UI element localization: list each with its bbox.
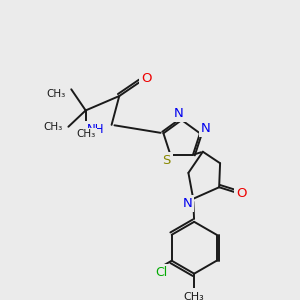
Text: Cl: Cl bbox=[155, 266, 168, 279]
Text: CH₃: CH₃ bbox=[184, 292, 205, 300]
Text: N: N bbox=[201, 122, 211, 135]
Text: O: O bbox=[236, 188, 247, 200]
Text: S: S bbox=[162, 154, 171, 167]
Text: CH₃: CH₃ bbox=[76, 129, 95, 140]
Text: NH: NH bbox=[86, 123, 104, 136]
Text: O: O bbox=[141, 72, 152, 85]
Text: CH₃: CH₃ bbox=[44, 122, 63, 132]
Text: N: N bbox=[183, 197, 192, 210]
Text: N: N bbox=[174, 107, 184, 120]
Text: CH₃: CH₃ bbox=[46, 89, 65, 99]
